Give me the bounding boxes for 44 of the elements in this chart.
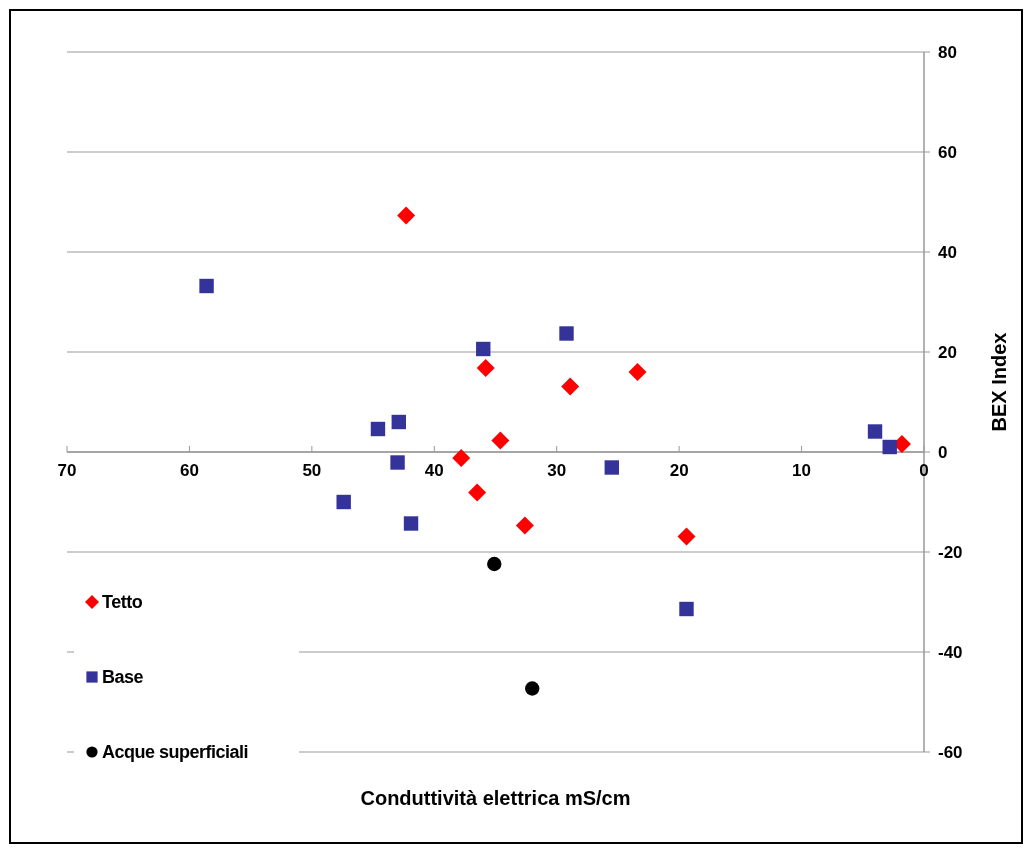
legend-label: Base bbox=[102, 667, 144, 688]
point bbox=[199, 278, 214, 294]
y-tick-label: -60 bbox=[938, 742, 963, 762]
point bbox=[390, 455, 405, 470]
point bbox=[559, 326, 574, 341]
x-tick-label: 40 bbox=[424, 461, 444, 480]
point bbox=[515, 516, 534, 535]
x-tick-label: 20 bbox=[669, 461, 689, 480]
legend-label: Acque superficiali bbox=[102, 742, 249, 763]
legend-label: Tetto bbox=[102, 592, 143, 613]
y-tick-label: 80 bbox=[938, 42, 957, 62]
point bbox=[679, 601, 694, 617]
point bbox=[391, 414, 406, 430]
x-axis-title: Conduttività elettrica mS/cm bbox=[360, 787, 631, 809]
point bbox=[487, 556, 502, 572]
y-tick-label: 40 bbox=[938, 242, 957, 262]
y-axis-title: BEX Index bbox=[988, 332, 1010, 432]
point bbox=[882, 439, 897, 455]
point bbox=[628, 363, 647, 381]
point bbox=[476, 359, 495, 377]
x-tick-label: 30 bbox=[547, 461, 567, 480]
point bbox=[677, 527, 696, 546]
point bbox=[525, 681, 540, 696]
x-tick-label: 10 bbox=[792, 461, 812, 480]
point bbox=[561, 377, 580, 396]
point bbox=[403, 516, 419, 531]
x-tick-label: 60 bbox=[179, 461, 199, 480]
point bbox=[476, 341, 491, 357]
point bbox=[336, 494, 351, 510]
point bbox=[604, 460, 620, 475]
y-tick-label: 60 bbox=[938, 142, 957, 162]
y-tick-label: -20 bbox=[938, 542, 963, 562]
y-tick-label: 20 bbox=[938, 342, 957, 362]
point bbox=[370, 421, 386, 437]
y-tick-label: -40 bbox=[938, 642, 963, 662]
x-tick-label: 50 bbox=[302, 461, 322, 480]
point bbox=[452, 449, 471, 467]
x-tick-label: 70 bbox=[57, 461, 77, 480]
point bbox=[397, 206, 416, 225]
point bbox=[867, 424, 883, 439]
x-tick-label: 0 bbox=[919, 461, 929, 480]
point bbox=[491, 431, 510, 450]
y-tick-label: 0 bbox=[938, 442, 948, 462]
point bbox=[468, 483, 487, 502]
